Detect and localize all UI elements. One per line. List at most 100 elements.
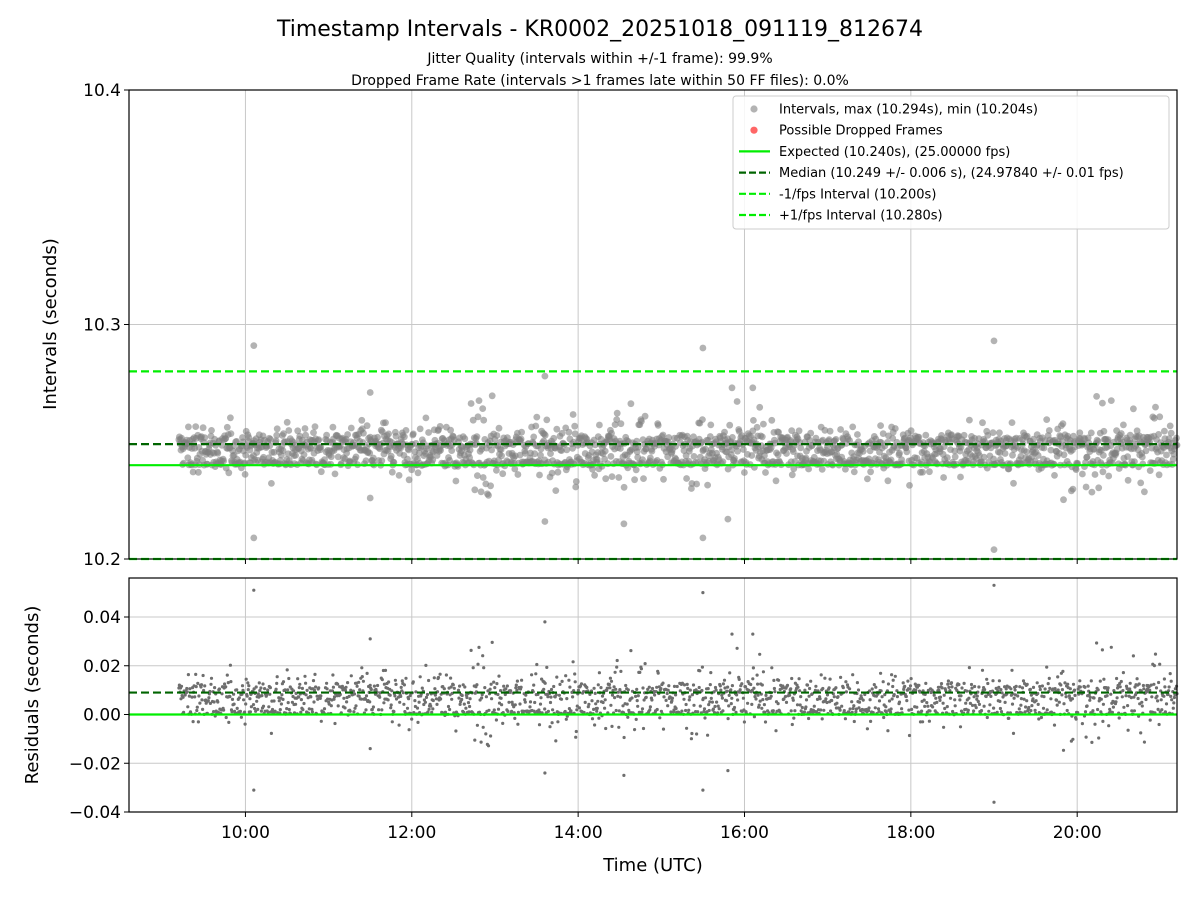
residual-point <box>702 707 707 711</box>
residual-point <box>726 685 730 689</box>
interval-point <box>654 421 662 429</box>
residual-point <box>475 723 479 727</box>
interval-point <box>797 444 805 452</box>
residual-point <box>352 710 356 714</box>
interval-point <box>790 465 798 473</box>
residual-point <box>469 648 473 653</box>
residual-point <box>194 672 198 677</box>
residual-point <box>603 698 607 702</box>
interval-point <box>957 473 964 481</box>
residual-point <box>615 665 619 669</box>
residual-point <box>938 695 943 699</box>
residual-point <box>477 645 481 650</box>
residual-point <box>604 726 608 731</box>
residual-point <box>402 702 406 706</box>
residual-point <box>769 694 773 698</box>
residual-point <box>789 687 793 691</box>
residual-point <box>263 687 267 691</box>
residual-point <box>1105 694 1109 698</box>
interval-point <box>317 443 325 451</box>
residual-point <box>507 700 511 704</box>
interval-point <box>366 449 374 457</box>
residual-point <box>727 693 731 698</box>
residual-point <box>618 695 623 699</box>
residual-point <box>910 707 914 712</box>
residual-point <box>638 670 642 675</box>
interval-point <box>552 487 560 494</box>
residual-point <box>481 654 485 658</box>
residual-point <box>685 726 689 730</box>
interval-point <box>488 446 495 454</box>
residual-point <box>203 684 207 688</box>
interval-point <box>750 417 757 424</box>
residual-point <box>488 687 492 691</box>
interval-point <box>1156 413 1164 421</box>
residual-point <box>948 696 953 700</box>
interval-point <box>859 448 867 455</box>
residual-point <box>891 684 895 689</box>
residual-point <box>287 707 291 712</box>
interval-point <box>631 476 638 484</box>
interval-point <box>753 423 761 431</box>
residual-point <box>641 726 646 731</box>
residual-point <box>585 685 589 690</box>
interval-point <box>331 470 339 478</box>
residual-point <box>596 699 600 703</box>
residual-point <box>435 702 439 707</box>
interval-point <box>1142 447 1150 455</box>
interval-point <box>607 453 615 460</box>
residual-point <box>423 700 427 704</box>
residual-point <box>471 666 475 670</box>
residual-point <box>803 688 807 692</box>
residual-point <box>703 696 708 700</box>
residual-point <box>495 682 499 686</box>
residual-point <box>1084 735 1088 739</box>
residual-point <box>209 676 214 680</box>
residual-point <box>1061 748 1066 752</box>
residual-point <box>900 707 904 711</box>
residual-point <box>808 686 812 691</box>
interval-point <box>1146 467 1154 474</box>
residual-point <box>550 721 554 725</box>
residual-point <box>923 704 927 709</box>
residual-point <box>468 697 472 701</box>
interval-point <box>729 434 736 441</box>
interval-point <box>390 459 398 466</box>
residual-point <box>827 686 831 690</box>
residual-point <box>1042 695 1046 699</box>
interval-point <box>996 429 1003 437</box>
residual-point <box>245 694 249 698</box>
interval-point <box>762 469 769 476</box>
interval-point <box>315 436 323 443</box>
interval-point <box>543 416 551 424</box>
residual-point <box>1142 687 1146 691</box>
residual-point <box>999 688 1003 692</box>
residual-point <box>719 688 723 692</box>
residual-point <box>880 695 884 699</box>
interval-point <box>1099 399 1106 407</box>
interval-point <box>302 431 309 439</box>
residual-point <box>1088 695 1092 700</box>
residual-point <box>870 687 874 691</box>
residual-point <box>268 686 272 690</box>
residual-point <box>1061 669 1065 674</box>
interval-point <box>280 430 287 437</box>
residual-point <box>985 715 989 720</box>
residual-point <box>225 673 229 677</box>
interval-point <box>245 434 253 441</box>
residual-point <box>1098 679 1102 683</box>
interval-point <box>613 409 621 417</box>
interval-point <box>344 431 351 438</box>
interval-point <box>467 400 475 407</box>
residual-point <box>365 671 369 676</box>
top-panel: 10.2 10.3 10.4 Intervals (seconds) Interva… <box>40 81 1181 570</box>
residual-point <box>329 704 333 708</box>
residual-point <box>890 673 894 677</box>
residual-point <box>1141 683 1145 688</box>
residual-point <box>848 707 852 711</box>
interval-point <box>352 453 360 461</box>
interval-point <box>272 437 280 445</box>
residual-point <box>664 698 668 703</box>
interval-point <box>323 431 330 439</box>
residual-point <box>1013 688 1017 692</box>
